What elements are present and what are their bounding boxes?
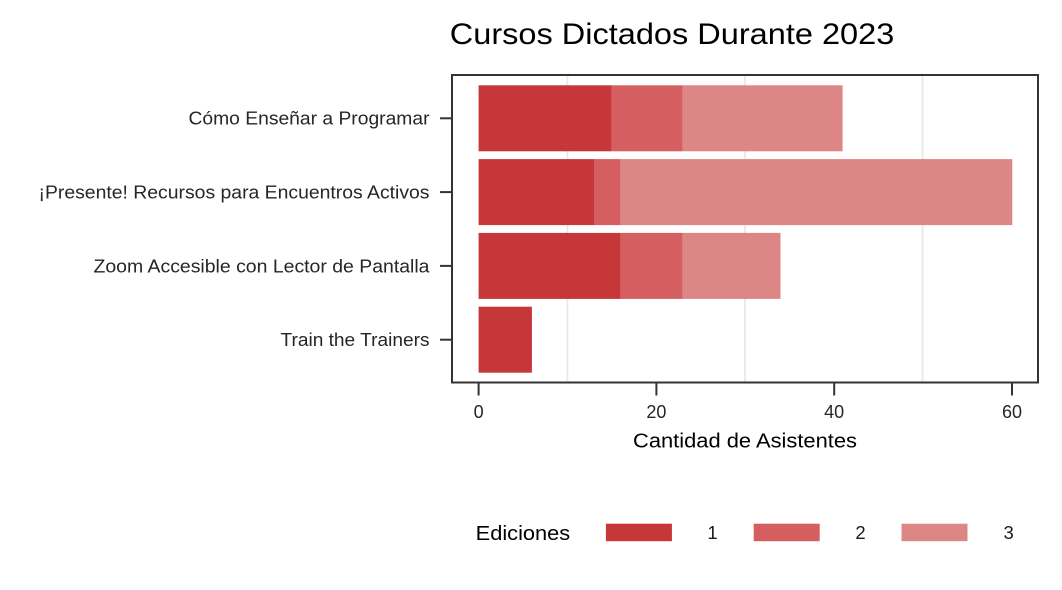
svg-text:Cursos Dictados Durante 2023: Cursos Dictados Durante 2023 <box>450 18 895 51</box>
svg-text:60: 60 <box>1002 402 1022 422</box>
svg-text:¡Presente! Recursos para Encue: ¡Presente! Recursos para Encuentros Acti… <box>39 183 430 203</box>
svg-text:Train the Trainers: Train the Trainers <box>281 330 430 350</box>
svg-text:Zoom Accesible con Lector de P: Zoom Accesible con Lector de Pantalla <box>94 256 431 276</box>
svg-text:20: 20 <box>646 402 666 422</box>
svg-text:2: 2 <box>855 522 865 543</box>
svg-text:Ediciones: Ediciones <box>476 523 571 545</box>
svg-text:Cómo Enseñar a Programar: Cómo Enseñar a Programar <box>189 109 430 129</box>
svg-text:Cantidad de Asistentes: Cantidad de Asistentes <box>633 431 857 453</box>
svg-text:1: 1 <box>707 522 717 543</box>
svg-text:3: 3 <box>1004 522 1014 543</box>
svg-text:40: 40 <box>824 402 844 422</box>
svg-text:0: 0 <box>474 402 484 422</box>
